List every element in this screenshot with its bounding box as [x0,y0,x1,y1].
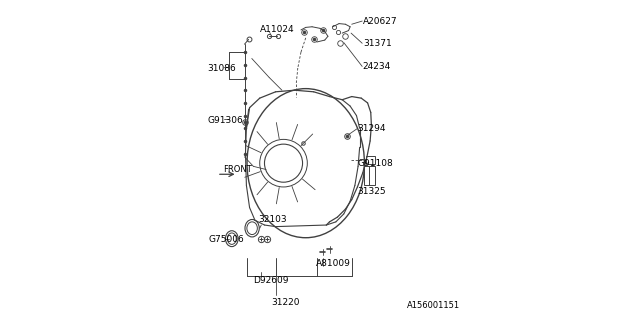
Text: 32103: 32103 [258,215,287,224]
Text: A156001151: A156001151 [406,301,460,310]
Bar [366,156,375,164]
Text: 24234: 24234 [363,62,391,71]
Text: FRONT: FRONT [223,165,252,174]
Text: A11024: A11024 [260,25,294,35]
Text: 31220: 31220 [271,298,300,307]
Bar [364,166,375,185]
Text: 31325: 31325 [357,187,386,196]
Text: A81009: A81009 [316,259,351,268]
Text: G91306: G91306 [207,116,243,124]
Text: A20627: A20627 [363,17,397,26]
Text: G91108: G91108 [357,159,393,168]
Text: 31371: 31371 [363,39,392,48]
Text: D92609: D92609 [253,276,289,285]
Text: 31294: 31294 [357,124,386,133]
Text: G75006: G75006 [209,236,244,244]
Text: 31086: 31086 [207,63,236,73]
